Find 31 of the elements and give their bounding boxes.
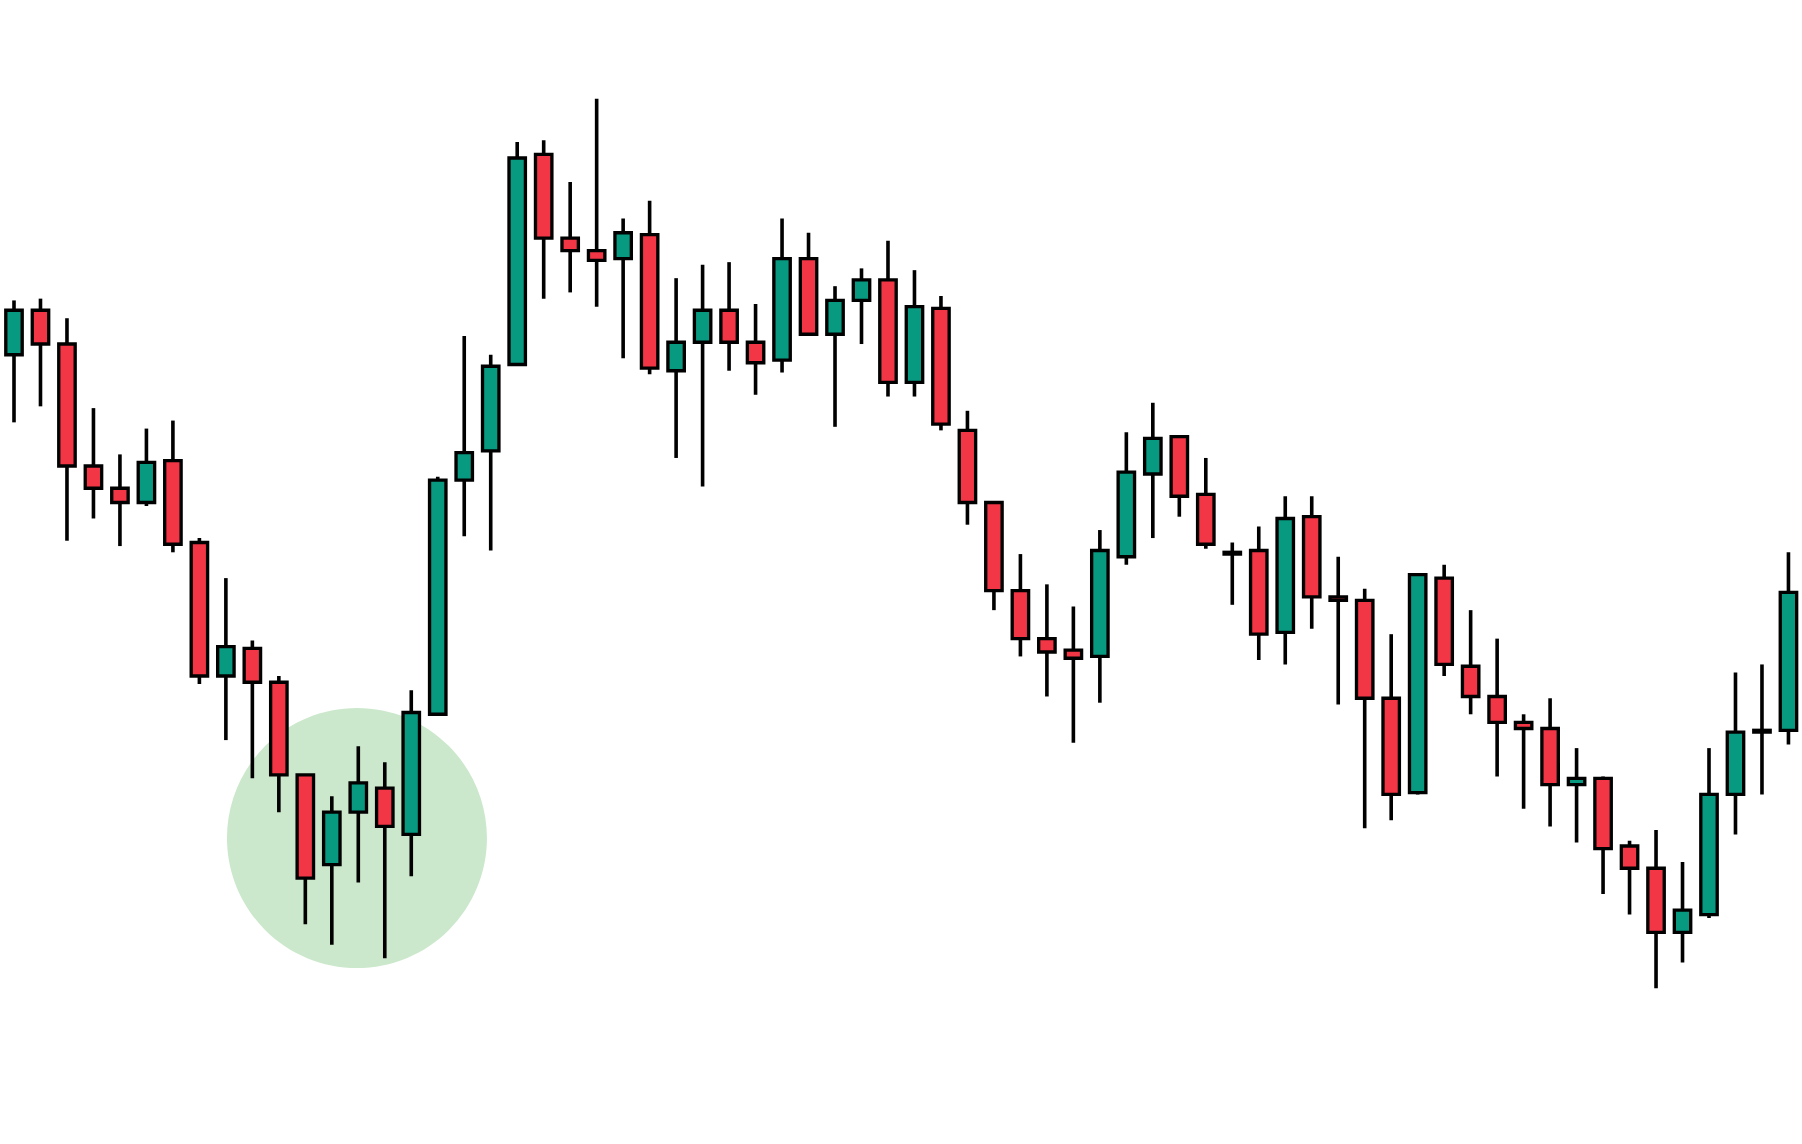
- candlestick: [1566, 746, 1587, 845]
- candlestick: [348, 744, 369, 885]
- candlestick: [4, 298, 24, 425]
- candlestick: [745, 302, 766, 397]
- candlestick: [1619, 838, 1640, 917]
- candlestick: [1142, 400, 1163, 540]
- candlestick: [1487, 636, 1508, 779]
- candlestick: [454, 334, 475, 539]
- candlestick: [851, 266, 872, 346]
- candlestick: [692, 263, 713, 489]
- candlestick: [1328, 554, 1349, 707]
- candlestick: [1752, 662, 1772, 797]
- candlestick: [242, 638, 263, 781]
- candlestick: [1222, 540, 1243, 607]
- candlestick: [30, 296, 51, 409]
- candlestick: [719, 260, 739, 373]
- candlestick: [666, 276, 686, 460]
- candlestick: [83, 406, 104, 521]
- candlestick: [586, 98, 607, 309]
- candlestick: [1672, 860, 1693, 965]
- candlestick: [374, 760, 395, 960]
- candlestick: [1460, 608, 1481, 717]
- candlestick: [110, 452, 130, 548]
- candlestick: [1063, 604, 1084, 745]
- candlestick: [1513, 712, 1534, 811]
- candlestick: [1037, 582, 1057, 699]
- candlestick: [560, 180, 581, 295]
- candlestick: [613, 216, 634, 361]
- candlestick: [136, 426, 157, 508]
- candlestick: [216, 576, 236, 742]
- candlestick: [825, 284, 845, 429]
